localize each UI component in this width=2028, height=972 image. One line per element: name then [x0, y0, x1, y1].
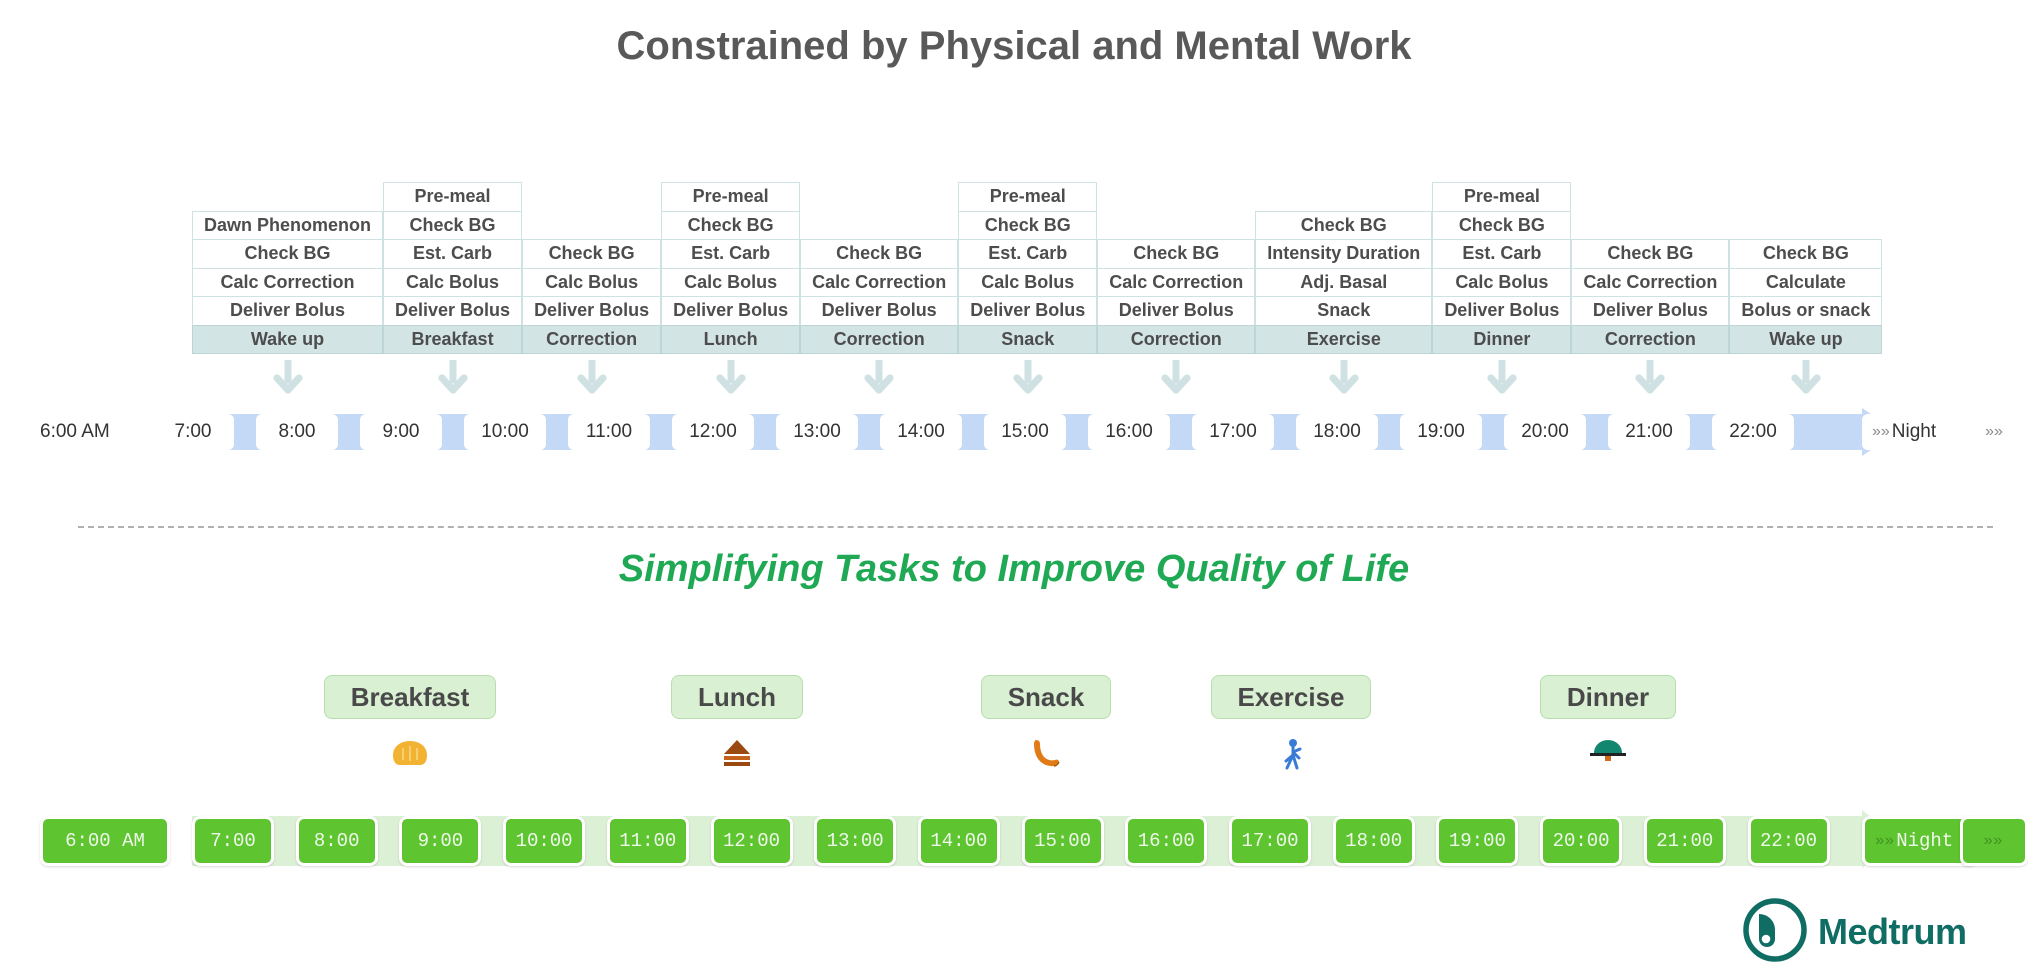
- svg-text:Medtrum: Medtrum: [1818, 911, 1967, 952]
